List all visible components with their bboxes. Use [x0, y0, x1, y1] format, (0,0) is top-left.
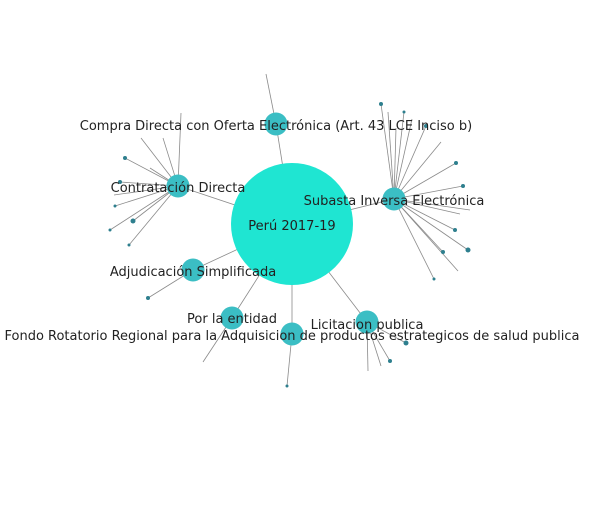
category-node-subasta-inversa[interactable]	[382, 187, 406, 211]
link-subasta-inversa-leaf-9	[393, 198, 435, 280]
leaf-node-subasta-inversa-2[interactable]	[424, 124, 428, 128]
category-label-adjudicacion-simplificada: Adjudicación Simplificada	[110, 265, 276, 280]
link-subasta-inversa-leaf-3	[393, 162, 457, 200]
leaf-node-contratacion-directa-2[interactable]	[113, 204, 117, 208]
link-subasta-inversa-leaf-12	[393, 118, 413, 200]
category-label-licitacion-publica: Licitacion publica	[311, 318, 424, 333]
labels-layer: Perú 2017-19 Compra Directa con Oferta E…	[4, 119, 579, 344]
leaf-node-subasta-inversa-9[interactable]	[432, 277, 436, 281]
leaves-layer	[108, 102, 471, 388]
link-subasta-inversa-leaf-2	[393, 125, 427, 200]
category-node-licitacion-publica[interactable]	[355, 310, 379, 334]
category-node-por-la-entidad[interactable]	[220, 306, 244, 330]
category-label-fondo-rotatorio: Fondo Rotatorio Regional para la Adquisi…	[4, 329, 579, 344]
link-subasta-inversa-leaf-11	[393, 127, 397, 200]
category-label-compra-directa-oferta: Compra Directa con Oferta Electrónica (A…	[80, 119, 472, 134]
leaf-node-contratacion-directa-5[interactable]	[127, 243, 131, 247]
link-subasta-inversa-leaf-1	[393, 111, 405, 200]
link-contratacion-directa-leaf-4	[109, 185, 179, 231]
category-node-contratacion-directa[interactable]	[166, 174, 190, 198]
link-subasta-inversa-leaf-8	[393, 198, 469, 251]
root-node[interactable]	[231, 163, 353, 285]
root-label: Perú 2017-19	[248, 219, 335, 234]
link-subasta-inversa-leaf-15	[393, 198, 459, 272]
leaf-node-subasta-inversa-4[interactable]	[461, 184, 465, 188]
leaf-node-subasta-inversa-8[interactable]	[465, 247, 471, 253]
leaf-node-fondo-rotatorio-0[interactable]	[285, 384, 289, 388]
leaf-node-subasta-inversa-3[interactable]	[454, 161, 458, 165]
link-contratacion-directa-leaf-8	[177, 112, 182, 187]
leaf-node-contratacion-directa-3[interactable]	[130, 218, 136, 224]
leaf-node-contratacion-directa-0[interactable]	[123, 156, 127, 160]
leaf-node-licitacion-publica-1[interactable]	[403, 340, 409, 346]
category-node-fondo-rotatorio[interactable]	[280, 322, 304, 346]
category-node-compra-directa-oferta[interactable]	[264, 112, 288, 136]
leaf-node-subasta-inversa-7[interactable]	[441, 250, 445, 254]
category-label-por-la-entidad: Por la entidad	[187, 312, 277, 327]
leaf-node-licitacion-publica-0[interactable]	[388, 359, 392, 363]
category-node-adjudicacion-simplificada[interactable]	[181, 258, 205, 282]
link-subasta-inversa-leaf-14	[393, 198, 471, 211]
leaf-node-subasta-inversa-0[interactable]	[379, 102, 383, 106]
categories-layer	[166, 112, 406, 346]
leaf-node-subasta-inversa-1[interactable]	[402, 110, 406, 114]
link-subasta-inversa-leaf-0	[380, 103, 395, 200]
category-label-contratacion-directa: Contratación Directa	[111, 181, 246, 196]
leaf-node-contratacion-directa-4[interactable]	[108, 228, 112, 232]
link-subasta-inversa-leaf-4	[393, 185, 464, 200]
leaf-node-contratacion-directa-1[interactable]	[118, 180, 122, 184]
category-label-subasta-inversa: Subasta Inversa Electrónica	[304, 194, 485, 209]
link-subasta-inversa-leaf-13	[393, 141, 442, 200]
leaf-node-adjudicacion-simplificada-0[interactable]	[146, 296, 150, 300]
link-subasta-inversa-leaf-10	[387, 111, 395, 200]
link-contratacion-directa-leaf-5	[128, 185, 179, 246]
leaf-node-subasta-inversa-6[interactable]	[453, 228, 457, 232]
